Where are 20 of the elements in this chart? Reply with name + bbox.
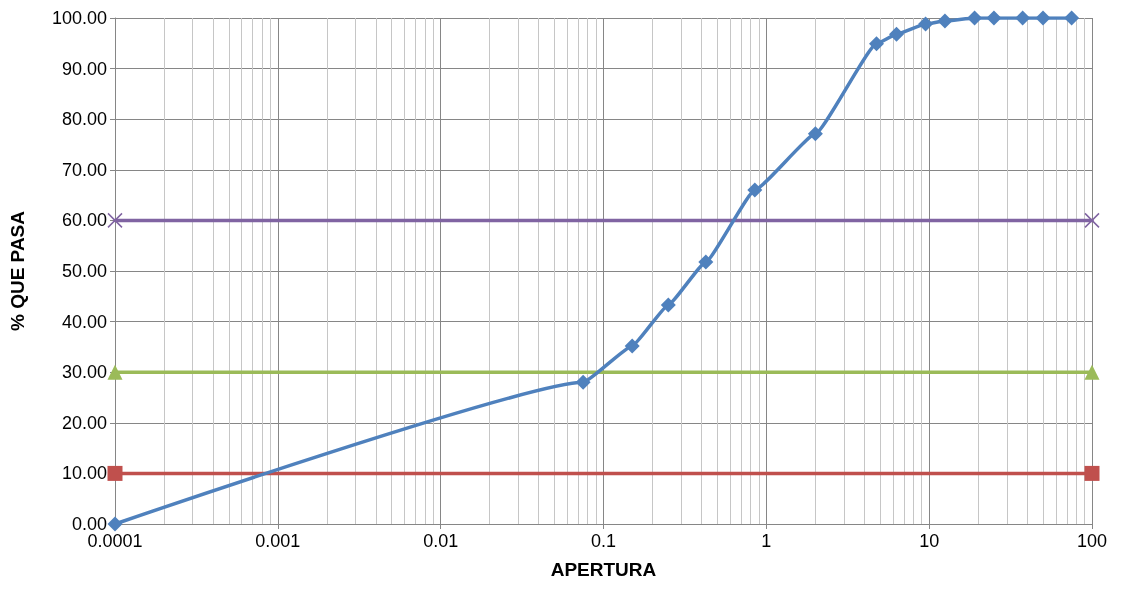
- y-tick-label: 70.00: [61, 159, 107, 180]
- x-tick-label: 0.001: [255, 531, 301, 551]
- x-axis-title: APERTURA: [550, 559, 657, 580]
- y-tick-label: 50.00: [61, 261, 107, 281]
- y-axis-title: % QUE PASA: [7, 210, 28, 332]
- x-tick-label: 10: [919, 531, 940, 551]
- x-tick-label: 0.1: [590, 531, 617, 551]
- x-tick-label: 1: [761, 531, 772, 551]
- y-tick-label: 100.00: [51, 8, 107, 28]
- y-tick-label: 10.00: [61, 463, 107, 484]
- x-tick-label: 0.0001: [87, 531, 143, 551]
- y-tick-label: 90.00: [61, 58, 107, 79]
- y-tick-label: 30.00: [61, 362, 107, 383]
- y-tick-label: 40.00: [61, 311, 107, 332]
- y-tick-label: 80.00: [61, 109, 107, 130]
- x-tick-label: 0.01: [423, 531, 459, 551]
- y-tick-label: 0.00: [71, 514, 107, 534]
- x-tick-label: 100: [1076, 531, 1108, 551]
- y-tick-label: 60.00: [61, 210, 107, 231]
- y-tick-label: 20.00: [61, 412, 107, 433]
